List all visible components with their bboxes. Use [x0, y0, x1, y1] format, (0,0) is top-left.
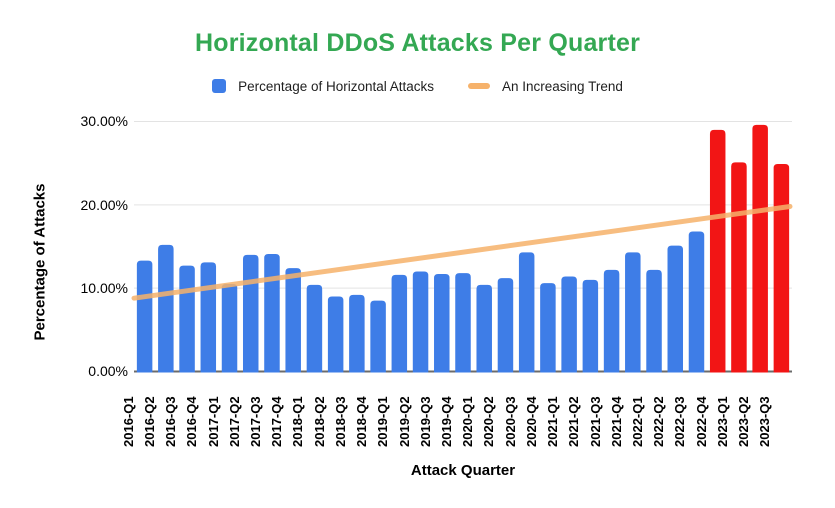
bar-2019-Q3	[434, 274, 450, 373]
bar-2019-Q2	[412, 271, 429, 373]
bar-2020-Q3	[518, 252, 535, 373]
bar-2018-Q2	[327, 296, 344, 373]
bar-2021-Q3	[603, 269, 620, 373]
bar-2018-Q4	[370, 300, 386, 373]
y-axis-title: Percentage of Attacks	[31, 183, 49, 341]
legend-item-trend: An Increasing Trend	[468, 79, 623, 94]
bar-2016-Q4	[200, 262, 217, 373]
x-tick-label: 2016-Q4	[184, 396, 200, 447]
x-tick-label: 2018-Q4	[354, 396, 370, 447]
x-tick-label: 2017-Q2	[226, 396, 242, 447]
legend: Percentage of Horizontal Attacks An Incr…	[0, 77, 835, 95]
x-axis-title: Attack Quarter	[410, 462, 516, 479]
bar-2022-Q1	[646, 269, 662, 373]
x-tick-label: 2016-Q2	[141, 396, 157, 447]
x-tick-label: 2020-Q3	[502, 396, 518, 447]
x-tick-label: 2017-Q3	[247, 396, 263, 447]
bar-2023-Q1	[731, 162, 747, 373]
trend-line	[131, 204, 793, 301]
x-tick-label: 2019-Q1	[375, 396, 391, 447]
bar-2017-Q2	[242, 254, 259, 373]
bar-2021-Q4	[625, 252, 641, 373]
x-tick-label: 2022-Q2	[651, 396, 667, 447]
trend-series-swatch-icon	[468, 83, 491, 89]
y-tick-label-10: 10.00%	[80, 280, 128, 296]
x-tick-label: 2020-Q4	[523, 396, 539, 447]
x-tick-label: 2019-Q4	[439, 396, 454, 447]
bar-2017-Q4	[285, 268, 301, 373]
bar-2019-Q1	[391, 274, 408, 373]
bar-2022-Q4	[709, 129, 726, 373]
bar-2022-Q2	[667, 245, 684, 373]
x-tick-label: 2016-Q3	[163, 396, 179, 447]
bar-2021-Q2	[582, 279, 599, 373]
bar-2020-Q2	[497, 278, 514, 373]
x-tick-label: 2021-Q1	[545, 396, 561, 447]
bar-2022-Q3	[688, 231, 705, 373]
x-tick-label: 2016-Q1	[120, 396, 136, 447]
x-tick-label: 2023-Q2	[736, 396, 752, 447]
x-tick-label: 2017-Q4	[269, 396, 285, 447]
bar-2016-Q3	[179, 265, 195, 373]
x-tick-label: 2021-Q4	[608, 396, 624, 447]
bar-2019-Q4	[455, 273, 471, 373]
x-tick-label: 2023-Q3	[757, 396, 773, 447]
x-tick-label: 2021-Q2	[566, 396, 582, 447]
legend-item-bars: Percentage of Horizontal Attacks	[212, 79, 434, 94]
x-tick-label: 2022-Q1	[630, 396, 646, 447]
bar-2016-Q1	[136, 260, 153, 373]
bar-2021-Q1	[561, 276, 577, 373]
bar-2017-Q3	[264, 254, 280, 373]
x-tick-label: 2020-Q2	[481, 396, 497, 447]
x-tick-label: 2023-Q1	[714, 396, 730, 447]
x-tick-label: 2022-Q4	[693, 396, 709, 447]
legend-bars-label: Percentage of Horizontal Attacks	[238, 78, 435, 94]
x-tick-label: 2017-Q1	[205, 396, 221, 447]
x-tick-label: 2022-Q3	[672, 396, 688, 447]
legend-trend-label: An Increasing Trend	[502, 78, 623, 94]
y-tick-label-30: 30.00%	[80, 113, 128, 129]
x-tick-label: 2021-Q3	[587, 396, 603, 447]
bar-2016-Q2	[158, 244, 174, 373]
bar-2018-Q1	[306, 284, 323, 373]
y-tick-label-20: 20.00%	[80, 197, 128, 213]
bar-2020-Q1	[476, 284, 492, 373]
x-tick-label: 2018-Q1	[290, 396, 306, 447]
y-tick-label-0: 0.00%	[88, 363, 128, 379]
bar-2018-Q3	[349, 294, 365, 373]
x-tick-label: 2019-Q3	[417, 396, 433, 447]
x-tick-label: 2019-Q2	[396, 396, 412, 447]
bar-2023-Q3	[773, 164, 790, 373]
bar-2023-Q2	[752, 124, 768, 373]
x-tick-label: 2018-Q3	[332, 396, 348, 447]
chart-title: Horizontal DDoS Attacks Per Quarter	[194, 29, 641, 57]
bar-2017-Q1	[221, 284, 238, 373]
bar-series-swatch-icon	[212, 79, 227, 93]
x-tick-label: 2018-Q2	[311, 396, 327, 447]
x-tick-label: 2020-Q1	[460, 396, 476, 447]
bar-2020-Q4	[540, 283, 556, 373]
